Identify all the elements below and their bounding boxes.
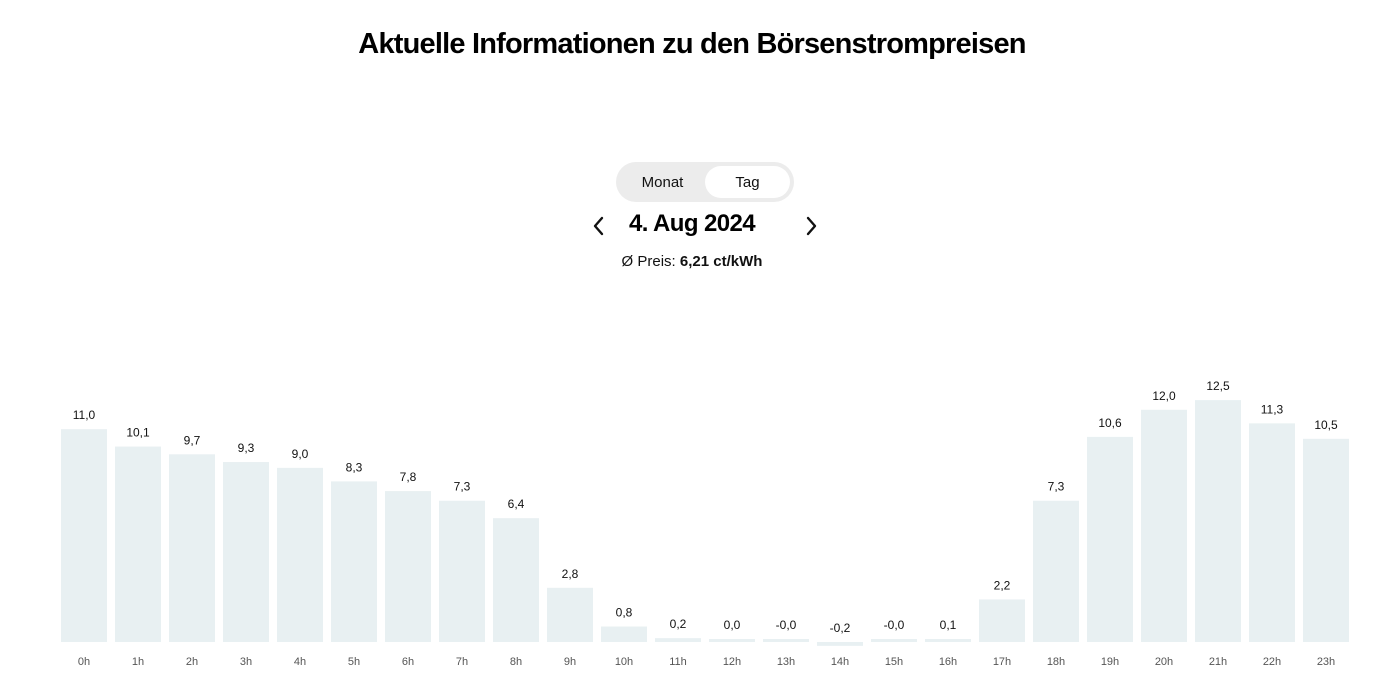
- data-label-15h: -0,0: [884, 618, 905, 632]
- bar-22h[interactable]: [1249, 423, 1295, 642]
- data-label-8h: 6,4: [508, 497, 525, 511]
- data-label-9h: 2,8: [562, 567, 579, 581]
- data-label-1h: 10,1: [126, 426, 150, 440]
- bar-16h[interactable]: [925, 639, 971, 642]
- bar-3h[interactable]: [223, 462, 269, 642]
- date-navigation: 4. Aug 2024: [0, 206, 1384, 246]
- average-price: Ø Preis: 6,21 ct/kWh: [0, 253, 1384, 270]
- bar-17h[interactable]: [979, 599, 1025, 642]
- average-price-label: Ø Preis:: [621, 253, 676, 270]
- tick-label-16h: 16h: [939, 656, 957, 668]
- data-label-18h: 7,3: [1048, 480, 1065, 494]
- toggle-month-button[interactable]: Monat: [620, 166, 705, 198]
- data-label-23h: 10,5: [1314, 418, 1338, 432]
- next-day-button[interactable]: [799, 214, 823, 238]
- tick-label-18h: 18h: [1047, 656, 1065, 668]
- tick-label-21h: 21h: [1209, 656, 1227, 668]
- data-label-16h: 0,1: [940, 618, 957, 632]
- tick-label-15h: 15h: [885, 656, 903, 668]
- tick-label-12h: 12h: [723, 656, 741, 668]
- bar-19h[interactable]: [1087, 436, 1133, 642]
- chevron-left-icon: [593, 216, 604, 236]
- bar-20h[interactable]: [1141, 409, 1187, 642]
- bar-6h[interactable]: [385, 491, 431, 642]
- data-label-17h: 2,2: [994, 578, 1011, 592]
- data-label-14h: -0,2: [830, 621, 851, 635]
- current-date: 4. Aug 2024: [629, 210, 756, 237]
- data-label-22h: 11,3: [1261, 402, 1284, 416]
- bar-11h[interactable]: [655, 638, 701, 642]
- bar-7h[interactable]: [439, 500, 485, 642]
- data-label-4h: 9,0: [292, 447, 309, 461]
- bar-2h[interactable]: [169, 454, 215, 642]
- bar-23h[interactable]: [1303, 438, 1349, 642]
- period-toggle: Monat Tag: [616, 162, 794, 202]
- bar-10h[interactable]: [601, 626, 647, 642]
- data-label-11h: 0,2: [670, 617, 687, 631]
- bar-8h[interactable]: [493, 518, 539, 642]
- bar-5h[interactable]: [331, 481, 377, 642]
- tick-label-7h: 7h: [456, 656, 468, 668]
- toggle-day-button[interactable]: Tag: [705, 166, 790, 198]
- tick-label-6h: 6h: [402, 656, 414, 668]
- tick-label-3h: 3h: [240, 656, 252, 668]
- tick-label-14h: 14h: [831, 656, 849, 668]
- tick-label-19h: 19h: [1101, 656, 1119, 668]
- tick-label-13h: 13h: [777, 656, 795, 668]
- bar-0h[interactable]: [61, 429, 107, 642]
- data-label-7h: 7,3: [454, 480, 471, 494]
- bar-18h[interactable]: [1033, 500, 1079, 642]
- page-title: Aktuelle Informationen zu den Börsenstro…: [358, 28, 1026, 60]
- bar-14h[interactable]: [817, 642, 863, 646]
- tick-label-9h: 9h: [564, 656, 576, 668]
- tick-label-0h: 0h: [78, 656, 90, 668]
- tick-label-23h: 23h: [1317, 656, 1335, 668]
- bar-4h[interactable]: [277, 467, 323, 642]
- bar-12h[interactable]: [709, 639, 755, 642]
- average-price-value: 6,21 ct/kWh: [679, 253, 763, 270]
- previous-day-button[interactable]: [587, 214, 611, 238]
- tick-label-11h: 11h: [669, 656, 687, 668]
- tick-label-8h: 8h: [510, 656, 522, 668]
- data-label-6h: 7,8: [400, 470, 417, 484]
- tick-label-20h: 20h: [1155, 656, 1173, 668]
- tick-label-4h: 4h: [294, 656, 306, 668]
- data-label-21h: 12,5: [1206, 379, 1230, 393]
- data-label-13h: -0,0: [776, 618, 797, 632]
- hourly-price-chart: 11,0 0h 10,1 1h 9,7 2h 9,3 3h 9,0 4h 8,3 5h 7,8 6h 7,3…: [61, 379, 1349, 668]
- bar-21h[interactable]: [1195, 400, 1241, 642]
- chevron-right-icon: [806, 216, 817, 236]
- tick-label-2h: 2h: [186, 656, 198, 668]
- bar-1h[interactable]: [115, 446, 161, 642]
- data-label-20h: 12,0: [1152, 389, 1176, 403]
- data-label-10h: 0,8: [616, 606, 633, 620]
- data-label-0h: 11,0: [73, 408, 96, 422]
- tick-label-1h: 1h: [132, 656, 144, 668]
- tick-label-10h: 10h: [615, 656, 633, 668]
- tick-label-17h: 17h: [993, 656, 1011, 668]
- bar-13h[interactable]: [763, 639, 809, 642]
- data-label-3h: 9,3: [238, 441, 255, 455]
- data-label-12h: 0,0: [724, 618, 741, 632]
- tick-label-5h: 5h: [348, 656, 360, 668]
- bar-9h[interactable]: [547, 587, 593, 642]
- bar-15h[interactable]: [871, 639, 917, 642]
- data-label-5h: 8,3: [346, 460, 363, 474]
- tick-label-22h: 22h: [1263, 656, 1281, 668]
- data-label-2h: 9,7: [184, 433, 201, 447]
- data-label-19h: 10,6: [1098, 416, 1122, 430]
